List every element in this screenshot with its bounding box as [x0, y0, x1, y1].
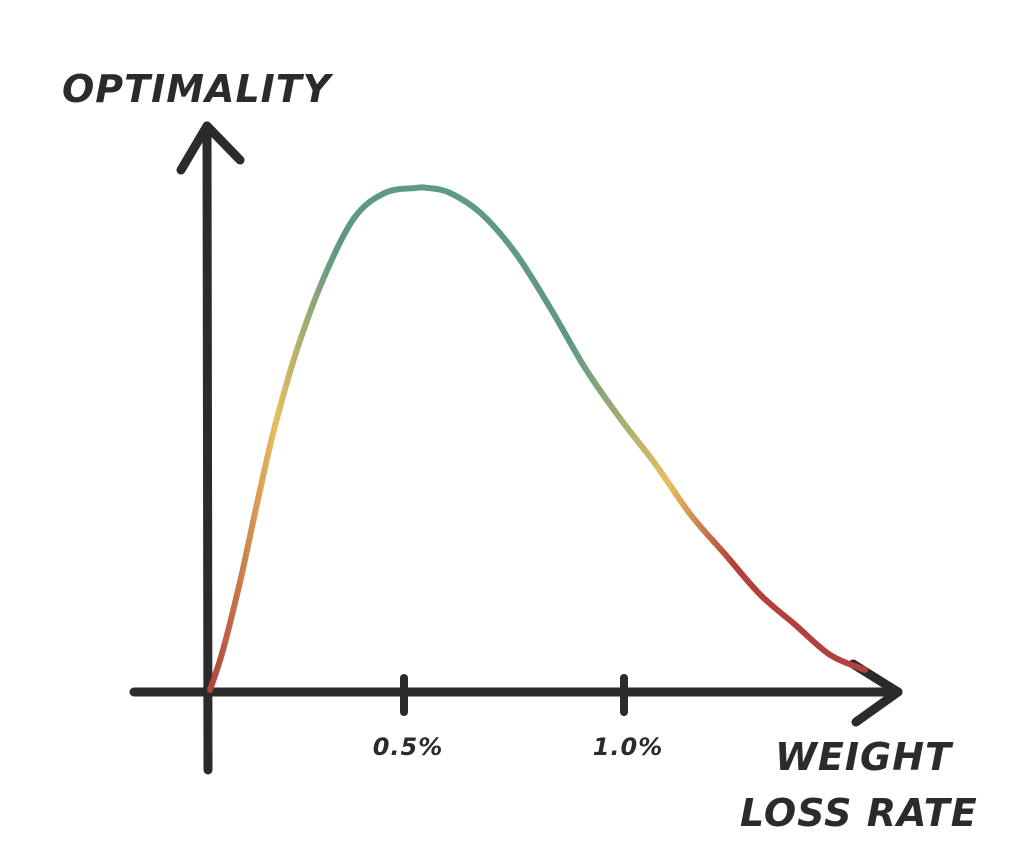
x-axis-label-line2: LOSS RATE	[740, 791, 978, 835]
y-axis-label: OPTIMALITY	[62, 67, 334, 111]
y-axis-arrowhead	[176, 121, 245, 175]
x-axis-label-line1: WEIGHT	[775, 735, 954, 779]
x-tick-label-1.0: 1.0%	[593, 733, 664, 761]
series-line	[207, 184, 868, 693]
x-axis-arrowhead	[848, 659, 903, 727]
y-axis	[202, 121, 213, 775]
x-tick-label-0.5: 0.5%	[373, 733, 444, 761]
